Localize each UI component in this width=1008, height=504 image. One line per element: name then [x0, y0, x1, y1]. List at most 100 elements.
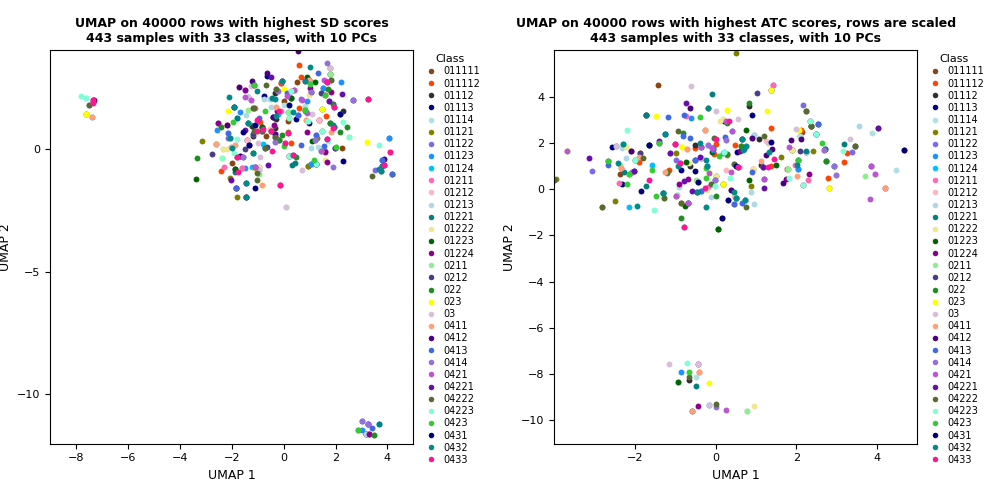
Point	[655, 190, 671, 198]
Point	[817, 157, 834, 165]
Point	[292, 73, 308, 81]
Point	[228, 183, 244, 192]
Point	[251, 114, 267, 122]
Point	[266, 120, 282, 129]
Point	[678, 99, 695, 107]
Point	[738, 142, 754, 150]
Point	[857, 172, 873, 180]
Point	[798, 148, 814, 156]
Point	[373, 167, 389, 175]
Point	[623, 147, 639, 155]
Point	[320, 137, 336, 145]
Point	[246, 81, 262, 89]
Point	[627, 156, 643, 164]
Point	[227, 165, 243, 173]
Point	[247, 104, 263, 112]
Point	[753, 157, 769, 165]
Point	[682, 114, 699, 122]
Legend: 011111, 011112, 01112, 01113, 01114, 01121, 01122, 01123, 01124, 01211, 01212, 0: 011111, 011112, 01112, 01113, 01114, 011…	[417, 50, 484, 469]
Point	[247, 183, 263, 192]
Point	[795, 181, 811, 190]
Point	[746, 402, 762, 410]
Point	[264, 94, 280, 102]
Point	[283, 87, 299, 95]
Point	[371, 420, 387, 428]
Point	[715, 149, 731, 157]
Point	[821, 183, 837, 192]
Point	[738, 142, 754, 150]
Point	[239, 193, 255, 201]
Point	[594, 203, 610, 211]
Point	[738, 142, 754, 150]
Point	[798, 148, 814, 156]
Point	[608, 142, 624, 150]
Point	[317, 91, 333, 99]
Point	[667, 140, 683, 148]
Point	[698, 203, 714, 211]
Title: UMAP on 40000 rows with highest SD scores
443 samples with 33 classes, with 10 P: UMAP on 40000 rows with highest SD score…	[75, 17, 389, 45]
Point	[327, 144, 343, 152]
Point	[657, 130, 673, 138]
Point	[323, 128, 339, 136]
Point	[322, 119, 338, 128]
Point	[259, 72, 275, 80]
Point	[239, 136, 255, 144]
Point	[683, 187, 700, 195]
Point	[235, 153, 251, 161]
Point	[790, 165, 806, 173]
Point	[621, 170, 637, 178]
Point	[692, 154, 709, 162]
Point	[257, 107, 273, 115]
Point	[817, 157, 834, 165]
Point	[726, 201, 742, 209]
Point	[272, 181, 288, 189]
Point	[726, 160, 742, 168]
Point	[655, 194, 671, 202]
Point	[283, 139, 299, 147]
Point	[702, 169, 718, 177]
Point	[334, 144, 350, 152]
Point	[688, 188, 705, 196]
Point	[251, 163, 267, 171]
Point	[274, 132, 290, 140]
Point	[231, 83, 247, 91]
Point	[276, 97, 292, 105]
Point	[188, 175, 205, 183]
Point	[270, 87, 286, 95]
Point	[703, 180, 719, 188]
Point	[269, 29, 285, 37]
Point	[676, 111, 692, 119]
Point	[728, 194, 744, 202]
Point	[256, 92, 272, 100]
Point	[284, 151, 300, 159]
Point	[327, 123, 343, 131]
Point	[279, 89, 295, 97]
Point	[279, 117, 295, 125]
Point	[333, 78, 349, 86]
Point	[223, 143, 239, 151]
Point	[708, 172, 724, 180]
Point	[297, 77, 313, 85]
Point	[585, 167, 601, 175]
Point	[307, 160, 324, 168]
Point	[640, 176, 656, 184]
Point	[720, 196, 736, 204]
Point	[655, 190, 671, 198]
Point	[327, 144, 343, 152]
Point	[302, 80, 319, 88]
Point	[719, 406, 735, 414]
Point	[829, 171, 845, 179]
Point	[697, 184, 713, 193]
Point	[729, 162, 745, 170]
Point	[802, 117, 818, 125]
Point	[222, 134, 238, 142]
Point	[336, 157, 352, 165]
Point	[708, 107, 724, 115]
Point	[78, 94, 94, 102]
Point	[323, 76, 339, 84]
Point	[229, 153, 245, 161]
Point	[792, 132, 808, 140]
Point	[219, 145, 235, 153]
Point	[697, 126, 713, 134]
Point	[280, 129, 296, 137]
